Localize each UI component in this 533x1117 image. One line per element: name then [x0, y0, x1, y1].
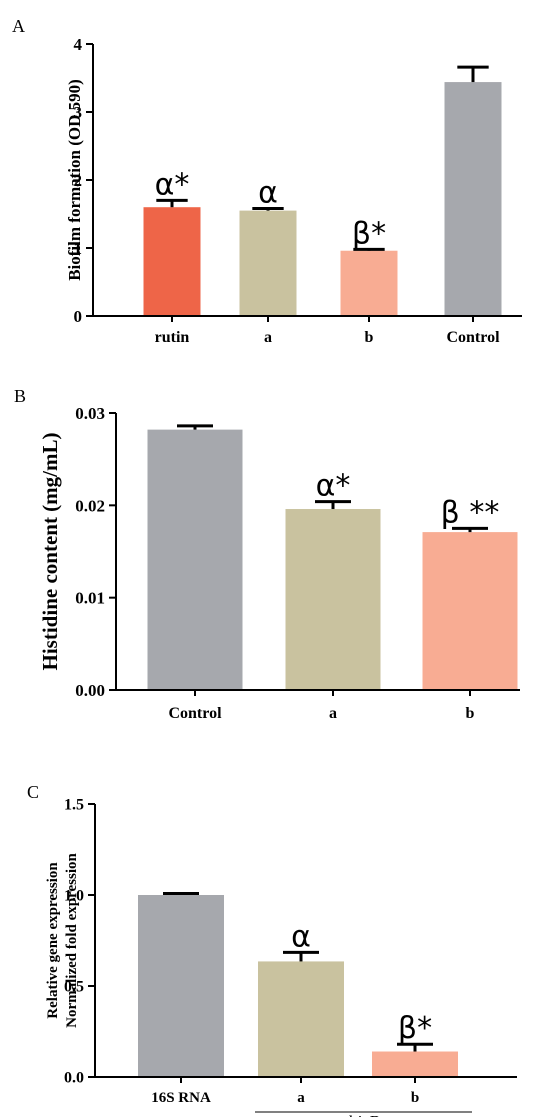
y-axis-title: Biofilm formation (OD 590): [65, 79, 84, 281]
bar-16s-rna: [138, 895, 224, 1077]
significance-label: α: [291, 919, 311, 954]
bar-control: [147, 429, 243, 690]
category-label: b: [466, 705, 475, 722]
y-tick-label: 0.00: [75, 681, 105, 700]
panel-letter: B: [14, 386, 26, 406]
panel-c: C 16S RNA α a β* b 0.0 0.5 1.0 1.5 Relative gene e…: [27, 782, 517, 1117]
significance-label: α: [258, 176, 278, 211]
y-tick-label: 4: [74, 35, 83, 54]
y-tick-label: 0: [74, 307, 83, 326]
y-axis-title: Relative gene expression: [45, 862, 61, 1019]
significance-label: β*: [398, 1011, 432, 1046]
category-label: a: [329, 705, 337, 722]
category-label: a: [297, 1090, 305, 1106]
panel-letter: C: [27, 782, 39, 802]
y-axis-title-2: Normalized fold expression: [64, 852, 80, 1027]
category-label: Control: [446, 329, 500, 346]
y-tick-label: 1.0: [64, 888, 84, 905]
panel-b: B Control α* a β ** b 0.00 0.01 0.02 0.03 Histidin…: [14, 386, 520, 722]
category-label: 16S RNA: [151, 1090, 211, 1106]
panel-a: Aα* rutin α a β* b Control 0 1 2 3 4 Biofilm formati…: [12, 16, 522, 346]
category-label: b: [365, 329, 374, 346]
bar-b: [422, 532, 518, 690]
category-label: a: [264, 329, 272, 346]
bar-b: [340, 250, 398, 316]
y-tick-label: 3: [74, 103, 83, 122]
bar-b: [372, 1051, 458, 1077]
bar-a: [239, 210, 297, 316]
y-tick-label: 1.5: [64, 797, 84, 814]
significance-label: α*: [316, 469, 351, 504]
bar-a: [258, 961, 344, 1077]
significance-label: β*: [352, 216, 386, 251]
y-tick-label: 0.5: [64, 979, 84, 996]
y-tick-label: 0.01: [75, 589, 105, 608]
significance-label: α*: [155, 167, 190, 202]
category-label: Control: [168, 705, 222, 722]
y-tick-label: 0.03: [75, 404, 105, 423]
y-tick-label: 2: [74, 171, 83, 190]
bar-rutin: [143, 207, 201, 316]
group-label: hisB: [347, 1112, 379, 1117]
panel-letter: A: [12, 16, 25, 36]
significance-label: β **: [441, 495, 500, 530]
y-tick-label: 1: [74, 239, 83, 258]
y-axis-title: Histidine content (mg/mL): [38, 433, 62, 671]
y-tick-label: 0.0: [64, 1070, 84, 1087]
category-label: rutin: [155, 329, 190, 346]
y-tick-label: 0.02: [75, 496, 105, 515]
category-label: b: [411, 1090, 419, 1106]
bar-a: [285, 509, 381, 690]
bar-control: [444, 82, 502, 316]
